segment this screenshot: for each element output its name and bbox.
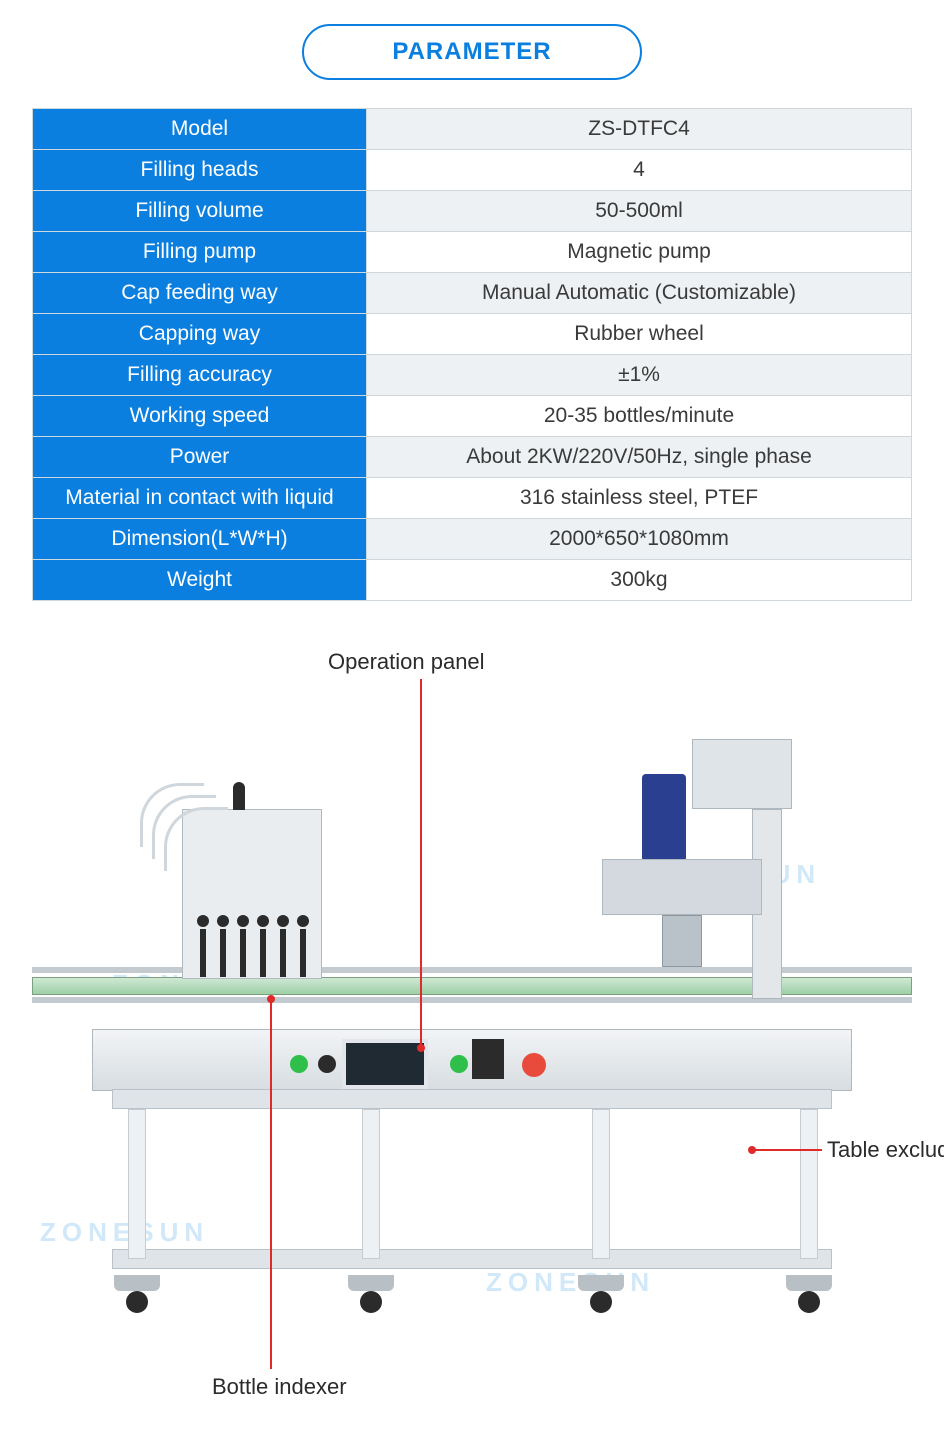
table-leg (592, 1109, 610, 1259)
machine-schematic (32, 739, 912, 1299)
spec-label: Filling volume (33, 191, 367, 232)
spec-value: Magnetic pump (367, 232, 912, 273)
nozzle-ball (217, 915, 229, 927)
spec-label: Filling pump (33, 232, 367, 273)
table-leg (362, 1109, 380, 1259)
page-title: PARAMETER (302, 24, 642, 80)
capping-chuck (662, 915, 702, 967)
table-frame-lower (112, 1249, 832, 1269)
spec-value: ±1% (367, 355, 912, 396)
table-row: Weight300kg (33, 560, 912, 601)
filling-nozzle (240, 929, 246, 977)
table-row: PowerAbout 2KW/220V/50Hz, single phase (33, 437, 912, 478)
spec-value: ZS-DTFC4 (367, 109, 912, 150)
label-operation-panel: Operation panel (328, 649, 485, 675)
table-row: Filling volume50-500ml (33, 191, 912, 232)
callout-line (270, 999, 272, 1369)
filling-nozzle (220, 929, 226, 977)
table-leg (128, 1109, 146, 1259)
spec-label: Model (33, 109, 367, 150)
table-row: Filling pumpMagnetic pump (33, 232, 912, 273)
hmi-screen (342, 1039, 428, 1089)
spec-label: Dimension(L*W*H) (33, 519, 367, 560)
table-foot (114, 1275, 160, 1291)
table-row: ModelZS-DTFC4 (33, 109, 912, 150)
table-row: Cap feeding wayManual Automatic (Customi… (33, 273, 912, 314)
table-row: Filling accuracy±1% (33, 355, 912, 396)
table-foot (786, 1275, 832, 1291)
spec-value: 300kg (367, 560, 912, 601)
spec-table-body: ModelZS-DTFC4Filling heads4Filling volum… (33, 109, 912, 601)
spec-label: Power (33, 437, 367, 478)
spec-table: ModelZS-DTFC4Filling heads4Filling volum… (32, 108, 912, 601)
machine-diagram: Operation panel ZONESUN ZONESUN ZONESUN … (32, 649, 912, 1409)
table-row: Filling heads4 (33, 150, 912, 191)
capping-unit (602, 739, 792, 999)
caster-wheel-icon (798, 1291, 820, 1313)
spec-value: 50-500ml (367, 191, 912, 232)
filling-nozzle (300, 929, 306, 977)
nozzle-ball (197, 915, 209, 927)
estop-button-icon (522, 1053, 546, 1077)
stop-button-icon (318, 1055, 336, 1073)
spec-value: 4 (367, 150, 912, 191)
speed-controller-icon (472, 1039, 504, 1079)
spec-label: Filling accuracy (33, 355, 367, 396)
aux-button-icon (450, 1055, 468, 1073)
label-table-excluded: Table excluded (827, 1137, 944, 1163)
callout-dot (748, 1146, 756, 1154)
capping-head-housing (692, 739, 792, 809)
table-row: Material in contact with liquid316 stain… (33, 478, 912, 519)
table-row: Capping wayRubber wheel (33, 314, 912, 355)
callout-line (420, 679, 422, 1049)
table-row: Dimension(L*W*H)2000*650*1080mm (33, 519, 912, 560)
filling-nozzle (200, 929, 206, 977)
spec-value: 20-35 bottles/minute (367, 396, 912, 437)
nozzle-ball (277, 915, 289, 927)
filling-nozzle (280, 929, 286, 977)
spec-label: Weight (33, 560, 367, 601)
capping-motor (642, 774, 686, 862)
table-foot (578, 1275, 624, 1291)
spec-value: 316 stainless steel, PTEF (367, 478, 912, 519)
spec-value: 2000*650*1080mm (367, 519, 912, 560)
nozzle-ball (297, 915, 309, 927)
callout-line (752, 1149, 822, 1151)
table-foot (348, 1275, 394, 1291)
caster-wheel-icon (360, 1291, 382, 1313)
spec-label: Cap feeding way (33, 273, 367, 314)
callout-dot (267, 995, 275, 1003)
label-bottle-indexer: Bottle indexer (212, 1374, 347, 1400)
table-row: Working speed20-35 bottles/minute (33, 396, 912, 437)
caster-wheel-icon (590, 1291, 612, 1313)
start-button-icon (290, 1055, 308, 1073)
nozzle-ball (257, 915, 269, 927)
table-frame (112, 1089, 832, 1109)
nozzle-ball (237, 915, 249, 927)
spec-value: Rubber wheel (367, 314, 912, 355)
spec-label: Working speed (33, 396, 367, 437)
table-leg (800, 1109, 818, 1259)
spec-label: Material in contact with liquid (33, 478, 367, 519)
spec-value: About 2KW/220V/50Hz, single phase (367, 437, 912, 478)
spec-label: Capping way (33, 314, 367, 355)
caster-wheel-icon (126, 1291, 148, 1313)
callout-dot (417, 1044, 425, 1052)
filling-nozzle (260, 929, 266, 977)
capping-block (602, 859, 762, 915)
spec-label: Filling heads (33, 150, 367, 191)
spec-value: Manual Automatic (Customizable) (367, 273, 912, 314)
